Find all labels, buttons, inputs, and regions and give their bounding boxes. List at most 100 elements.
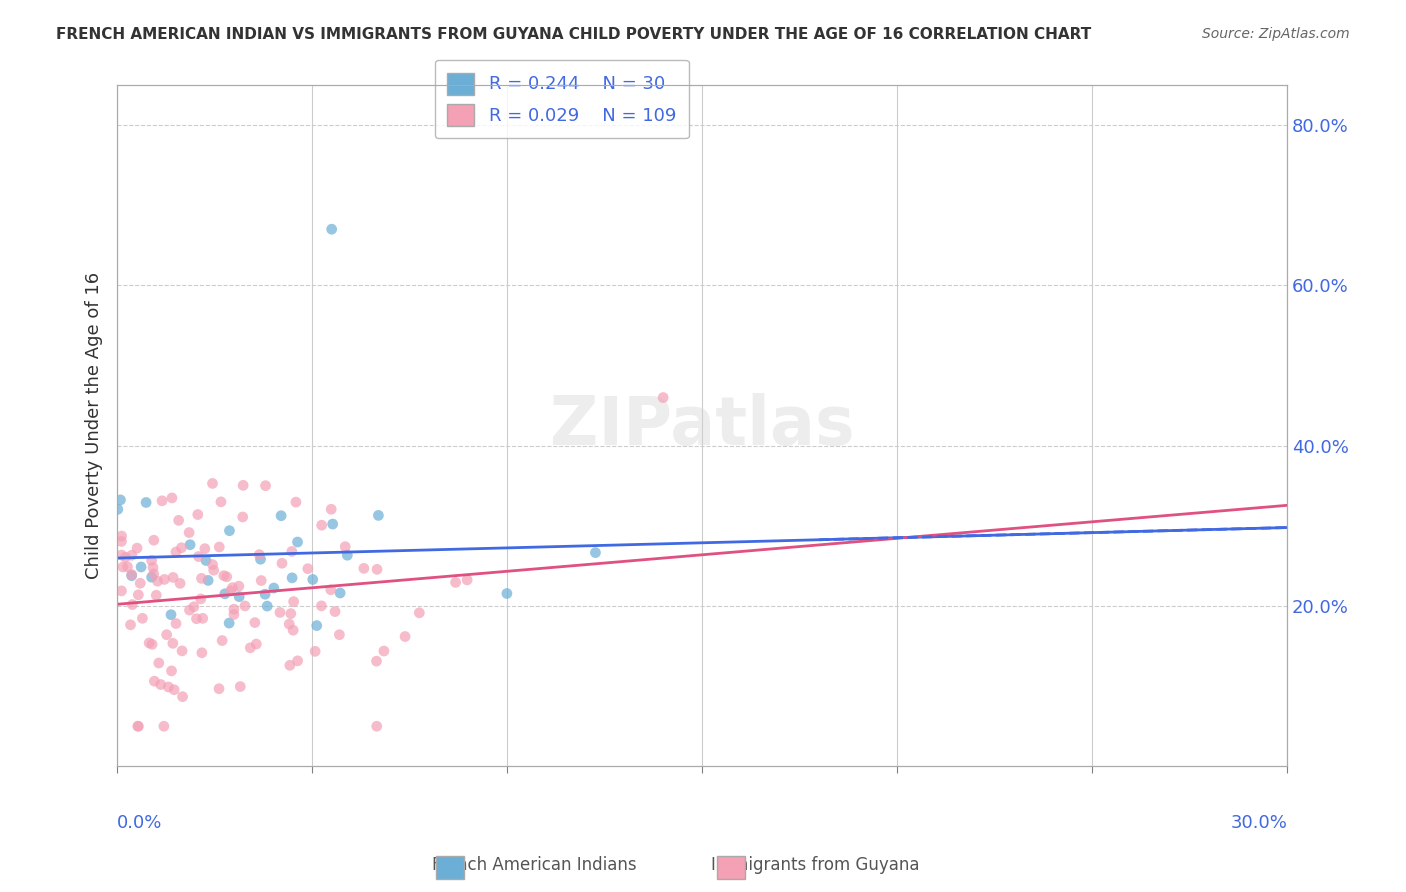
Text: ZIPatlas: ZIPatlas [550,392,855,458]
Point [283,624,305,638]
Point [278,617,301,632]
Point [167,513,190,527]
Point [585,546,607,560]
Point [211,633,233,648]
Point [179,538,201,552]
Point [141,637,163,651]
Point [121,598,143,612]
Point [496,586,519,600]
Point [283,594,305,608]
Point [143,674,166,689]
Point [281,571,304,585]
Point [212,568,235,582]
Point [202,563,225,577]
Point [222,602,245,616]
Point [281,544,304,558]
Point [191,611,214,625]
Point [125,541,148,556]
Text: Source: ZipAtlas.com: Source: ZipAtlas.com [1202,27,1350,41]
Point [153,719,176,733]
Point [110,492,132,507]
Point [142,560,165,574]
Text: Immigrants from Guyana: Immigrants from Guyana [711,856,920,874]
Point [160,664,183,678]
Point [172,690,194,704]
Point [254,587,277,601]
Point [263,581,285,595]
Point [323,605,346,619]
Point [229,680,252,694]
Point [127,719,149,733]
Point [232,478,254,492]
Point [135,495,157,509]
Point [120,617,142,632]
Point [194,553,217,567]
Point [269,606,291,620]
Point [394,630,416,644]
Point [142,533,165,548]
Point [297,562,319,576]
Point [165,616,187,631]
Point [311,518,333,533]
Point [321,502,343,516]
Point [201,476,224,491]
Point [278,658,301,673]
Point [233,599,256,613]
Point [322,517,344,532]
Point [271,556,294,570]
Point [250,574,273,588]
Point [121,567,143,582]
Point [186,612,208,626]
Point [366,719,388,733]
Text: 0.0%: 0.0% [117,814,163,832]
Point [141,553,163,567]
Point [194,541,217,556]
Point [254,478,277,492]
Point [150,493,173,508]
Point [305,618,328,632]
Point [153,573,176,587]
Point [444,575,467,590]
Point [165,545,187,559]
Point [366,654,388,668]
Point [148,656,170,670]
Point [169,576,191,591]
Point [187,508,209,522]
Point [249,552,271,566]
Text: FRENCH AMERICAN INDIAN VS IMMIGRANTS FROM GUYANA CHILD POVERTY UNDER THE AGE OF : FRENCH AMERICAN INDIAN VS IMMIGRANTS FRO… [56,27,1091,42]
Point [114,550,136,565]
Point [304,644,326,658]
Point [127,719,149,733]
Point [218,524,240,538]
Point [163,682,186,697]
Point [222,607,245,622]
Point [287,654,309,668]
Point [179,525,201,540]
Point [145,588,167,602]
Point [328,628,350,642]
Point [301,573,323,587]
Point [110,529,132,543]
Point [162,636,184,650]
Point [228,590,250,604]
Point [215,570,238,584]
Point [127,588,149,602]
Point [209,495,232,509]
Point [146,574,169,589]
Point [335,540,357,554]
Point [121,568,143,582]
Point [232,510,254,524]
Point [129,560,152,574]
Point [149,677,172,691]
Point [208,681,231,696]
Point [190,571,212,585]
Point [197,574,219,588]
Point [160,491,183,505]
Point [138,636,160,650]
Point [183,599,205,614]
Point [129,576,152,591]
Point [336,548,359,562]
Y-axis label: Child Poverty Under the Age of 16: Child Poverty Under the Age of 16 [86,272,103,579]
Point [157,680,180,694]
Point [319,582,342,597]
